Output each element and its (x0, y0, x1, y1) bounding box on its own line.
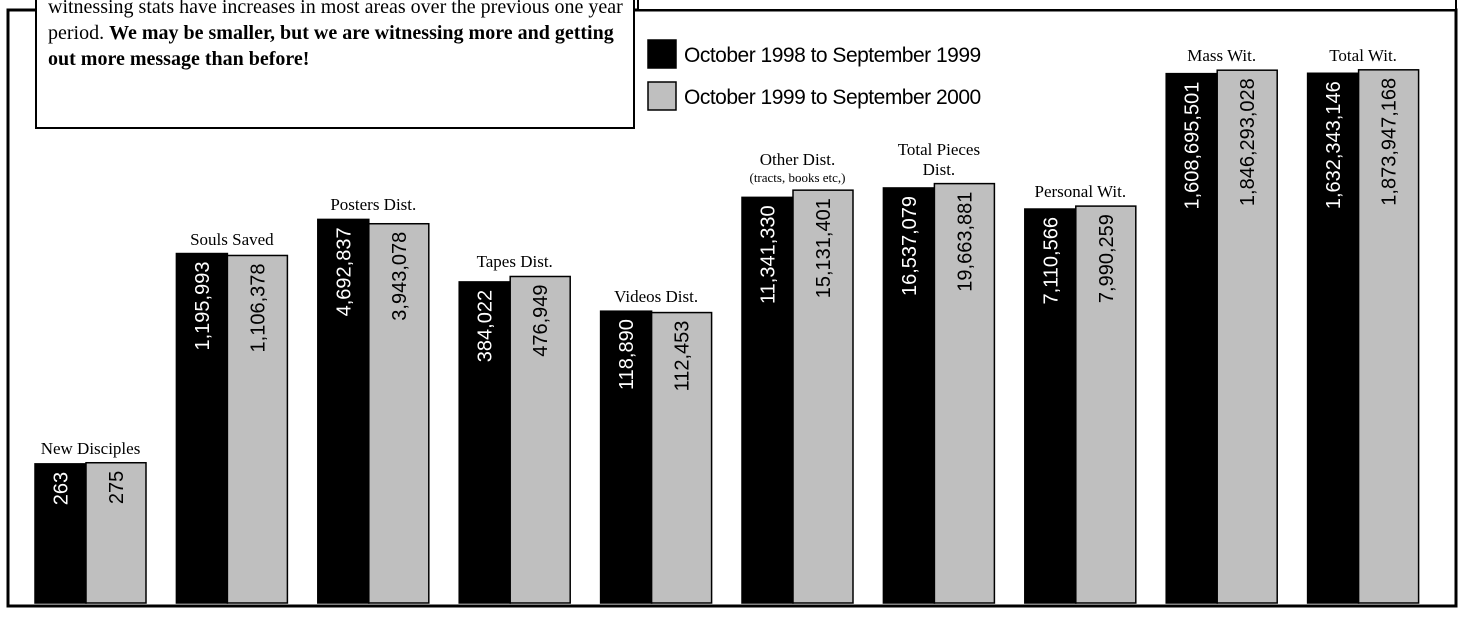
value-label: 263 (51, 472, 73, 505)
category-label: Other Dist.(tracts, books etc,) (722, 108, 873, 186)
value-label: 1,106,378 (247, 263, 269, 352)
legend-swatch (647, 39, 677, 69)
top-box (637, 0, 1457, 11)
value-label: 11,341,330 (758, 205, 780, 304)
note-bold: We may be smaller, but we are witnessing… (48, 22, 614, 70)
category-label: Total Pieces Dist. (863, 102, 1014, 180)
value-label: 16,537,079 (899, 196, 921, 296)
bar (599, 310, 653, 604)
note-box (35, 0, 635, 129)
value-label: 7,110,566 (1040, 217, 1062, 305)
note-text: witnessing stats have increases in most … (48, 0, 628, 72)
bar (1357, 69, 1420, 604)
legend-label: October 1999 to September 2000 (684, 86, 981, 109)
bar (317, 218, 370, 604)
category-text: Posters Dist. (330, 195, 417, 215)
value-label: 19,663,881 (954, 192, 976, 292)
category-label-box: Mass Wit. (1146, 0, 1297, 66)
category-label-box: Personal Wit. (1005, 124, 1156, 202)
category-label: Videos Dist. (581, 229, 732, 307)
bar (458, 281, 511, 604)
bar (175, 252, 229, 604)
bar (226, 254, 289, 604)
category-text: New Disciples (40, 438, 141, 458)
category-label-box: Tapes Dist. (439, 194, 590, 272)
category-label: Tapes Dist. (439, 194, 590, 272)
category-label: New Disciples (15, 381, 166, 459)
value-label: 275 (106, 471, 128, 504)
value-label: 1,873,947,168 (1379, 78, 1401, 206)
value-label: 1,632,343,146 (1323, 81, 1345, 209)
category-label-box: Videos Dist. (581, 229, 732, 307)
category-label-box: Total Wit. (1288, 0, 1439, 66)
category-label-box: Total Pieces Dist. (863, 102, 1014, 180)
bar (85, 461, 147, 604)
value-label: 1,608,695,501 (1182, 82, 1204, 210)
category-text: Total Wit. (1329, 45, 1397, 65)
category-text: Videos Dist. (614, 287, 699, 307)
value-label: 112,453 (672, 321, 694, 392)
category-text: Total Pieces Dist. (897, 139, 981, 179)
bar (1306, 72, 1360, 604)
bar (1165, 72, 1218, 604)
category-annotation: (tracts, books etc,) (749, 170, 846, 186)
legend-swatch (647, 81, 677, 111)
bar (650, 311, 713, 604)
bar (1216, 69, 1278, 604)
value-label: 4,692,837 (333, 227, 355, 316)
value-label: 3,943,078 (389, 232, 411, 321)
category-text: Tapes Dist. (476, 252, 553, 272)
bar (1024, 208, 1077, 604)
value-label: 7,990,259 (1096, 214, 1118, 303)
bar (882, 187, 936, 604)
legend-label: October 1998 to September 1999 (684, 44, 981, 67)
category-text: Other Dist. (759, 150, 836, 170)
category-text: Mass Wit. (1187, 46, 1257, 66)
category-label-box: Other Dist. (tracts, books etc,) (722, 108, 873, 186)
category-label: Mass Wit. (1146, 0, 1297, 66)
bar (368, 222, 430, 604)
category-text: Souls Saved (190, 229, 274, 249)
value-label: 1,846,293,028 (1237, 78, 1259, 206)
category-label: Personal Wit. (1005, 124, 1156, 202)
value-label: 476,949 (530, 284, 552, 356)
bar (933, 182, 996, 604)
value-label: 15,131,401 (813, 198, 835, 298)
category-label-box: New Disciples (15, 381, 166, 459)
note-plain: witnessing stats have increases in most … (48, 0, 623, 44)
category-text: Personal Wit. (1034, 182, 1127, 202)
bar (741, 196, 794, 604)
value-label: 1,195,993 (192, 262, 214, 351)
value-label: 384,022 (475, 290, 497, 362)
bar (509, 275, 571, 604)
category-label: Souls Saved (156, 172, 307, 250)
category-label-box: Souls Saved (156, 172, 307, 250)
bar (792, 189, 854, 604)
note: witnessing stats have increases in most … (48, 0, 628, 72)
category-label: Total Wit. (1288, 0, 1439, 66)
value-label: 118,890 (616, 319, 638, 390)
category-label-box: Posters Dist. (298, 137, 449, 215)
category-label: Posters Dist. (298, 137, 449, 215)
bar (1075, 205, 1137, 604)
